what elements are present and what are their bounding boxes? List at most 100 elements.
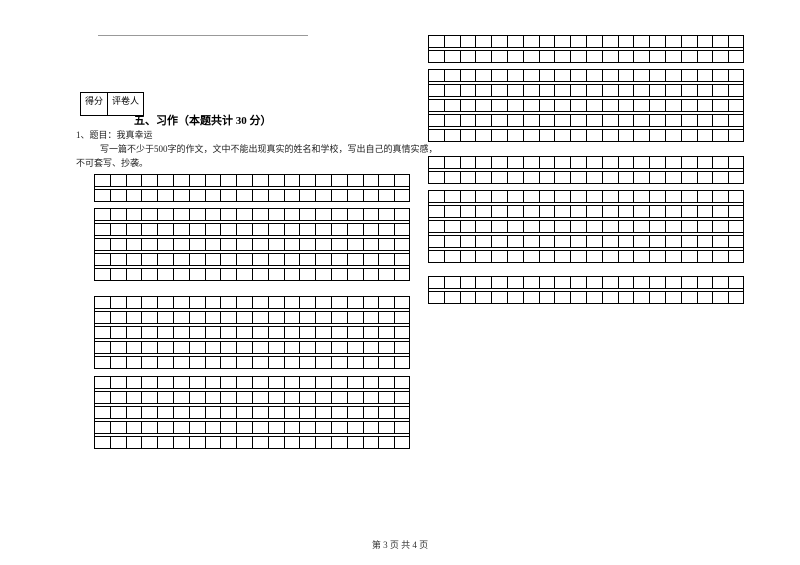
writing-grid-cell[interactable] (299, 209, 315, 221)
writing-grid-cell[interactable] (618, 51, 634, 63)
writing-grid-cell[interactable] (728, 277, 744, 289)
writing-grid-cell[interactable] (444, 221, 460, 233)
writing-grid-cell[interactable] (378, 297, 394, 309)
writing-grid-cell[interactable] (378, 407, 394, 419)
writing-grid-cell[interactable] (315, 422, 331, 434)
writing-grid-cell[interactable] (665, 221, 681, 233)
writing-grid-cell[interactable] (205, 175, 221, 187)
writing-grid-cell[interactable] (475, 115, 491, 127)
writing-grid-cell[interactable] (618, 70, 634, 82)
writing-grid-cell[interactable] (475, 206, 491, 218)
writing-grid-cell[interactable] (444, 292, 460, 304)
writing-grid-cell[interactable] (394, 239, 410, 251)
writing-grid-cell[interactable] (539, 70, 555, 82)
writing-grid-cell[interactable] (460, 221, 476, 233)
writing-grid-cell[interactable] (347, 392, 363, 404)
writing-grid-cell[interactable] (284, 392, 300, 404)
writing-grid-cell[interactable] (126, 357, 142, 369)
writing-grid-cell[interactable] (507, 70, 523, 82)
writing-grid-cell[interactable] (681, 115, 697, 127)
writing-grid-cell[interactable] (268, 209, 284, 221)
writing-grid-cell[interactable] (141, 269, 157, 281)
writing-grid-cell[interactable] (460, 277, 476, 289)
writing-grid-cell[interactable] (236, 269, 252, 281)
writing-grid-cell[interactable] (189, 342, 205, 354)
writing-grid-cell[interactable] (697, 36, 713, 48)
writing-grid-cell[interactable] (633, 206, 649, 218)
writing-grid-cell[interactable] (205, 357, 221, 369)
writing-grid-cell[interactable] (618, 251, 634, 263)
writing-grid-cell[interactable] (268, 190, 284, 202)
writing-grid-cell[interactable] (173, 224, 189, 236)
writing-grid-cell[interactable] (173, 239, 189, 251)
writing-grid-cell[interactable] (284, 407, 300, 419)
writing-grid-cell[interactable] (110, 224, 126, 236)
writing-grid-cell[interactable] (491, 206, 507, 218)
writing-grid-cell[interactable] (268, 327, 284, 339)
writing-grid-cell[interactable] (507, 191, 523, 203)
writing-grid-cell[interactable] (110, 175, 126, 187)
writing-grid-cell[interactable] (649, 236, 665, 248)
writing-grid-cell[interactable] (491, 277, 507, 289)
writing-grid-cell[interactable] (570, 251, 586, 263)
writing-grid-cell[interactable] (189, 327, 205, 339)
writing-grid-cell[interactable] (315, 407, 331, 419)
writing-grid-cell[interactable] (602, 85, 618, 97)
writing-grid-cell[interactable] (570, 70, 586, 82)
writing-grid-cell[interactable] (697, 221, 713, 233)
writing-grid-cell[interactable] (649, 115, 665, 127)
writing-grid-cell[interactable] (507, 221, 523, 233)
writing-grid-cell[interactable] (618, 157, 634, 169)
writing-grid-cell[interactable] (94, 312, 110, 324)
writing-grid-cell[interactable] (331, 239, 347, 251)
writing-grid-cell[interactable] (491, 51, 507, 63)
writing-grid-cell[interactable] (299, 190, 315, 202)
writing-grid-cell[interactable] (665, 191, 681, 203)
writing-grid-cell[interactable] (252, 327, 268, 339)
writing-grid-cell[interactable] (363, 377, 379, 389)
writing-grid-cell[interactable] (205, 437, 221, 449)
writing-grid-cell[interactable] (602, 292, 618, 304)
writing-grid-cell[interactable] (126, 269, 142, 281)
writing-grid-cell[interactable] (315, 254, 331, 266)
writing-grid-cell[interactable] (570, 115, 586, 127)
writing-grid-cell[interactable] (507, 292, 523, 304)
writing-grid-cell[interactable] (633, 221, 649, 233)
writing-grid-cell[interactable] (523, 277, 539, 289)
writing-grid-cell[interactable] (299, 327, 315, 339)
writing-grid-cell[interactable] (315, 224, 331, 236)
writing-grid-cell[interactable] (428, 70, 444, 82)
writing-grid-cell[interactable] (252, 377, 268, 389)
writing-grid-cell[interactable] (460, 172, 476, 184)
writing-grid-cell[interactable] (268, 312, 284, 324)
writing-grid-cell[interactable] (649, 292, 665, 304)
writing-grid-cell[interactable] (347, 312, 363, 324)
writing-grid-cell[interactable] (315, 190, 331, 202)
writing-grid-cell[interactable] (189, 422, 205, 434)
writing-grid-cell[interactable] (475, 51, 491, 63)
writing-grid-cell[interactable] (205, 239, 221, 251)
writing-grid-cell[interactable] (428, 100, 444, 112)
writing-grid-cell[interactable] (268, 377, 284, 389)
writing-grid-cell[interactable] (141, 254, 157, 266)
writing-grid-cell[interactable] (460, 100, 476, 112)
writing-grid-cell[interactable] (378, 392, 394, 404)
writing-grid-cell[interactable] (539, 251, 555, 263)
writing-grid-cell[interactable] (491, 251, 507, 263)
writing-grid-cell[interactable] (299, 342, 315, 354)
writing-grid-cell[interactable] (110, 377, 126, 389)
writing-grid-cell[interactable] (236, 377, 252, 389)
writing-grid-cell[interactable] (570, 172, 586, 184)
writing-grid-cell[interactable] (94, 437, 110, 449)
writing-grid-cell[interactable] (126, 297, 142, 309)
writing-grid-cell[interactable] (236, 297, 252, 309)
writing-grid-cell[interactable] (697, 191, 713, 203)
writing-grid-cell[interactable] (94, 377, 110, 389)
writing-grid-cell[interactable] (141, 422, 157, 434)
writing-grid-cell[interactable] (331, 175, 347, 187)
writing-grid-cell[interactable] (363, 254, 379, 266)
writing-grid-cell[interactable] (618, 236, 634, 248)
writing-grid-cell[interactable] (728, 51, 744, 63)
writing-grid-cell[interactable] (539, 206, 555, 218)
writing-grid-cell[interactable] (586, 292, 602, 304)
